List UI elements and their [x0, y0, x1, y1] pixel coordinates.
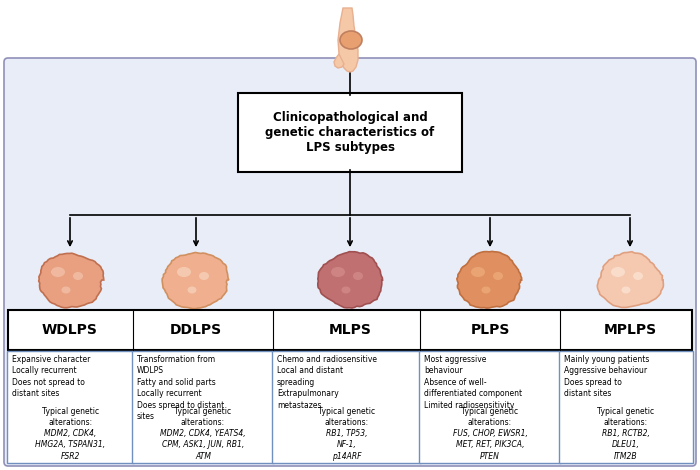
- Ellipse shape: [73, 272, 83, 280]
- Text: RB1, RCTB2,
DLEU1,
ITM2B: RB1, RCTB2, DLEU1, ITM2B: [602, 429, 650, 461]
- Ellipse shape: [342, 287, 351, 293]
- Text: DDLPS: DDLPS: [170, 323, 222, 337]
- Polygon shape: [338, 8, 358, 72]
- FancyBboxPatch shape: [8, 310, 692, 350]
- Ellipse shape: [62, 287, 71, 293]
- Ellipse shape: [188, 287, 197, 293]
- Polygon shape: [334, 54, 344, 68]
- Text: WDLPS: WDLPS: [42, 323, 98, 337]
- Text: Expansive character
Locally recurrent
Does not spread to
distant sites: Expansive character Locally recurrent Do…: [12, 355, 90, 399]
- Ellipse shape: [622, 287, 631, 293]
- Text: Typical genetic
alterations:: Typical genetic alterations:: [597, 407, 655, 427]
- Text: PLPS: PLPS: [470, 323, 510, 337]
- Text: RB1, TP53,
NF-1,
p14ARF: RB1, TP53, NF-1, p14ARF: [326, 429, 368, 461]
- Polygon shape: [457, 251, 522, 308]
- FancyBboxPatch shape: [132, 351, 274, 463]
- Ellipse shape: [482, 287, 491, 293]
- Ellipse shape: [331, 267, 345, 277]
- Ellipse shape: [340, 31, 362, 49]
- Text: FUS, CHOP, EWSR1,
MET, RET, PIK3CA,
PTEN: FUS, CHOP, EWSR1, MET, RET, PIK3CA, PTEN: [453, 429, 527, 461]
- Polygon shape: [162, 252, 229, 309]
- Text: Most aggressive
behaviour
Absence of well-
differentiated component
Limited radi: Most aggressive behaviour Absence of wel…: [424, 355, 522, 410]
- Text: Typical genetic
alterations:: Typical genetic alterations:: [174, 407, 232, 427]
- FancyBboxPatch shape: [238, 93, 462, 172]
- Text: MPLPS: MPLPS: [603, 323, 657, 337]
- Polygon shape: [597, 252, 664, 307]
- FancyBboxPatch shape: [4, 58, 696, 466]
- Text: Clinicopathological and
genetic characteristics of
LPS subtypes: Clinicopathological and genetic characte…: [265, 111, 435, 154]
- FancyBboxPatch shape: [559, 351, 693, 463]
- Text: Mainly young patients
Aggressive behaviour
Does spread to
distant sites: Mainly young patients Aggressive behavio…: [564, 355, 650, 399]
- Text: Typical genetic
alterations:: Typical genetic alterations:: [318, 407, 375, 427]
- Ellipse shape: [353, 272, 363, 280]
- Ellipse shape: [51, 267, 65, 277]
- Polygon shape: [38, 253, 104, 308]
- Ellipse shape: [493, 272, 503, 280]
- Text: Typical genetic
alterations:: Typical genetic alterations:: [42, 407, 99, 427]
- Ellipse shape: [199, 272, 209, 280]
- Text: Chemo and radiosensitive
Local and distant
spreading
Extrapulmonary
metastazes: Chemo and radiosensitive Local and dista…: [277, 355, 377, 410]
- Text: MDM2, CDK4, YEATS4,
CPM, ASK1, JUN, RB1,
ATM: MDM2, CDK4, YEATS4, CPM, ASK1, JUN, RB1,…: [160, 429, 246, 461]
- Text: MDM2, CDK4,
HMG2A, TSPAN31,
FSR2: MDM2, CDK4, HMG2A, TSPAN31, FSR2: [36, 429, 106, 461]
- Ellipse shape: [611, 267, 625, 277]
- FancyBboxPatch shape: [7, 351, 134, 463]
- Text: Typical genetic
alterations:: Typical genetic alterations:: [461, 407, 519, 427]
- Ellipse shape: [177, 267, 191, 277]
- FancyBboxPatch shape: [419, 351, 561, 463]
- Text: Transformation from
WDLPS
Fatty and solid parts
Locally recurrent
Does spread to: Transformation from WDLPS Fatty and soli…: [137, 355, 224, 421]
- Ellipse shape: [633, 272, 643, 280]
- FancyBboxPatch shape: [272, 351, 421, 463]
- Text: MLPS: MLPS: [328, 323, 372, 337]
- Polygon shape: [318, 251, 383, 308]
- Ellipse shape: [471, 267, 485, 277]
